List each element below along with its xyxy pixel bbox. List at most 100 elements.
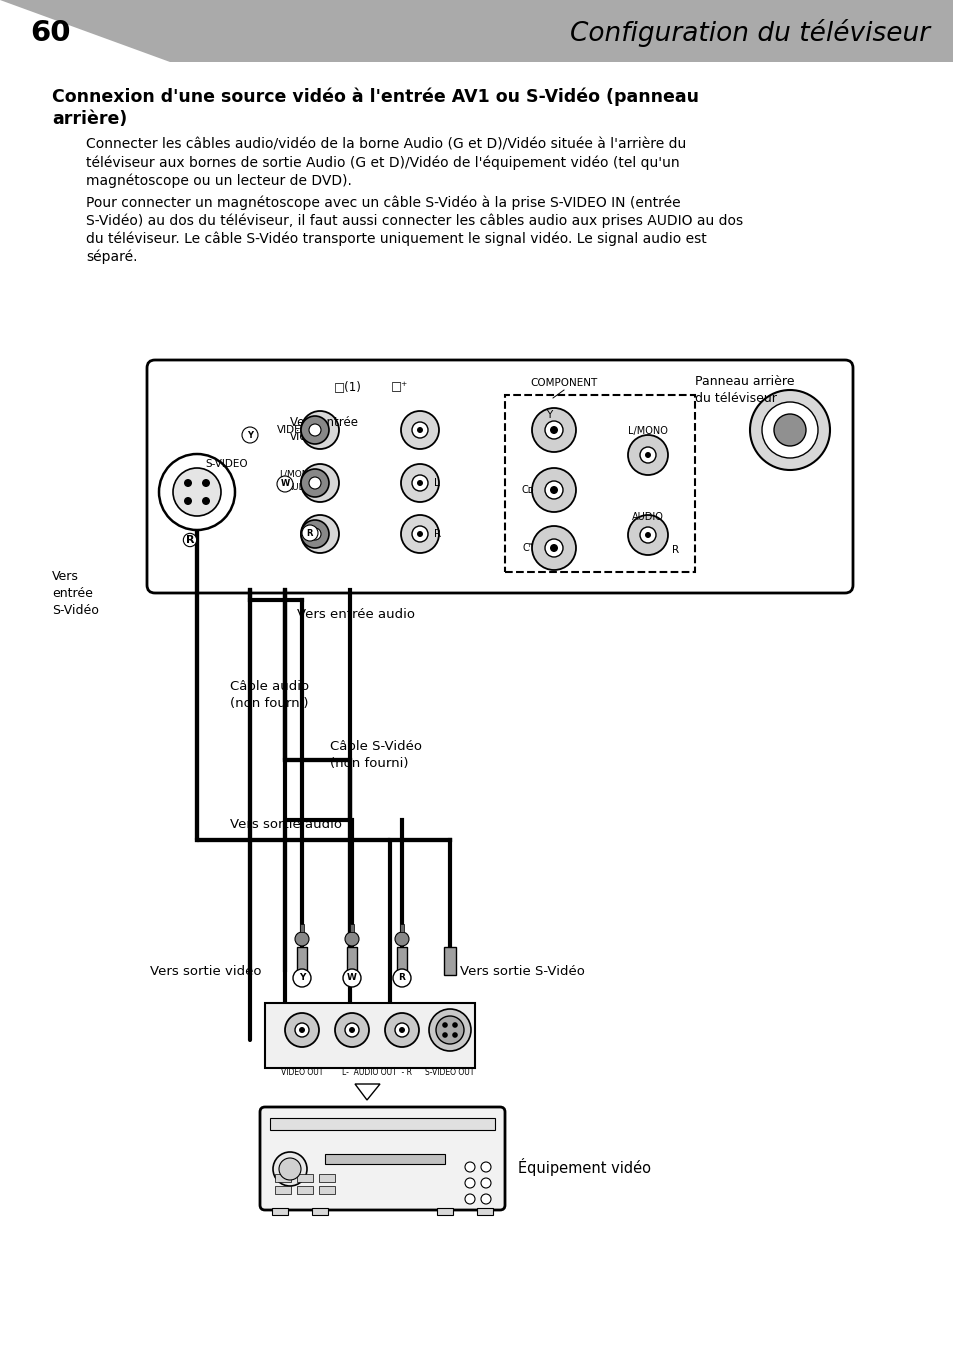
Bar xyxy=(274,1174,291,1182)
Circle shape xyxy=(442,1022,447,1028)
Circle shape xyxy=(644,452,650,458)
Text: Équipement vidéo: Équipement vidéo xyxy=(517,1159,650,1176)
Text: Vers entrée audio: Vers entrée audio xyxy=(296,608,415,621)
Circle shape xyxy=(301,521,329,548)
Text: Y: Y xyxy=(545,410,552,420)
Bar xyxy=(504,395,695,572)
Circle shape xyxy=(480,1194,491,1205)
Circle shape xyxy=(480,1178,491,1188)
Text: S-VIDEO OUT: S-VIDEO OUT xyxy=(425,1068,475,1078)
Text: Connecter les câbles audio/vidéo de la borne Audio (G et D)/Vidéo située à l'arr: Connecter les câbles audio/vidéo de la b… xyxy=(86,138,685,151)
Circle shape xyxy=(276,476,293,492)
Text: AUDIO: AUDIO xyxy=(287,483,315,492)
Circle shape xyxy=(312,526,328,542)
Circle shape xyxy=(309,529,320,539)
Circle shape xyxy=(452,1022,457,1028)
Text: W: W xyxy=(347,973,356,983)
Text: R: R xyxy=(671,545,679,556)
Text: VIDEO: VIDEO xyxy=(276,425,310,435)
Circle shape xyxy=(316,480,323,485)
Circle shape xyxy=(400,464,438,502)
Circle shape xyxy=(749,389,829,470)
Circle shape xyxy=(544,539,562,557)
Circle shape xyxy=(544,481,562,499)
Text: Panneau arrière
du téléviseur: Panneau arrière du téléviseur xyxy=(695,375,794,406)
Bar xyxy=(399,923,403,932)
Circle shape xyxy=(202,479,210,487)
Text: AUDIO: AUDIO xyxy=(632,512,663,522)
Circle shape xyxy=(301,416,329,443)
Circle shape xyxy=(298,1028,305,1033)
Circle shape xyxy=(301,411,338,449)
Bar xyxy=(296,946,307,975)
Text: R: R xyxy=(305,523,312,533)
FancyBboxPatch shape xyxy=(147,360,852,594)
Text: Vers sortie audio: Vers sortie audio xyxy=(230,818,341,831)
Text: Vers sortie vidéo: Vers sortie vidéo xyxy=(150,965,261,977)
Text: Vers sortie S-Vidéo: Vers sortie S-Vidéo xyxy=(459,965,584,977)
Bar xyxy=(265,1003,475,1068)
Circle shape xyxy=(429,1009,471,1051)
Circle shape xyxy=(412,475,428,491)
Text: R: R xyxy=(434,529,440,539)
Bar xyxy=(296,1186,313,1194)
Circle shape xyxy=(773,414,805,446)
Circle shape xyxy=(312,475,328,491)
Bar xyxy=(318,1186,335,1194)
Circle shape xyxy=(627,515,667,556)
Circle shape xyxy=(345,1023,358,1037)
Circle shape xyxy=(385,1013,418,1046)
Circle shape xyxy=(464,1194,475,1205)
Polygon shape xyxy=(355,1084,379,1101)
Circle shape xyxy=(761,402,817,458)
Circle shape xyxy=(436,1015,463,1044)
Circle shape xyxy=(242,427,257,443)
Circle shape xyxy=(627,435,667,475)
Bar xyxy=(318,1174,335,1182)
Circle shape xyxy=(172,468,221,516)
Circle shape xyxy=(316,531,323,537)
Text: □⁺: □⁺ xyxy=(391,380,408,393)
Circle shape xyxy=(416,531,422,537)
Text: téléviseur aux bornes de sortie Audio (G et D)/Vidéo de l'équipement vidéo (tel : téléviseur aux bornes de sortie Audio (G… xyxy=(86,155,679,170)
Circle shape xyxy=(398,1028,405,1033)
Circle shape xyxy=(464,1178,475,1188)
Circle shape xyxy=(395,932,409,946)
Text: COMPONENT: COMPONENT xyxy=(530,379,597,388)
Text: R: R xyxy=(307,529,313,538)
Circle shape xyxy=(442,1032,447,1038)
Circle shape xyxy=(159,454,234,530)
Bar xyxy=(476,1207,493,1215)
Text: Vers entrée: Vers entrée xyxy=(290,416,357,429)
Circle shape xyxy=(345,932,358,946)
Circle shape xyxy=(301,469,329,498)
Circle shape xyxy=(639,527,656,544)
Text: VIDEO OUT: VIDEO OUT xyxy=(280,1068,323,1078)
Bar xyxy=(443,946,456,975)
Circle shape xyxy=(412,526,428,542)
Circle shape xyxy=(416,427,422,433)
Text: S-VIDEO: S-VIDEO xyxy=(205,458,248,469)
Text: □(1): □(1) xyxy=(334,380,361,393)
Text: séparé.: séparé. xyxy=(86,250,137,265)
Circle shape xyxy=(301,515,338,553)
Text: S-Vidéo) au dos du téléviseur, il faut aussi connecter les câbles audio aux pris: S-Vidéo) au dos du téléviseur, il faut a… xyxy=(86,214,742,228)
Text: Pour connecter un magnétoscope avec un câble S-Vidéo à la prise S-VIDEO IN (entr: Pour connecter un magnétoscope avec un c… xyxy=(86,196,679,211)
Text: Y: Y xyxy=(247,430,253,439)
Circle shape xyxy=(544,420,562,439)
Circle shape xyxy=(550,485,558,493)
Circle shape xyxy=(532,408,576,452)
Text: magnétoscope ou un lecteur de DVD).: magnétoscope ou un lecteur de DVD). xyxy=(86,174,352,188)
Circle shape xyxy=(532,526,576,571)
Polygon shape xyxy=(0,0,953,62)
Text: L: L xyxy=(434,479,439,488)
Circle shape xyxy=(273,1152,307,1186)
Circle shape xyxy=(184,479,192,487)
Bar xyxy=(350,923,354,932)
Text: L/MONO: L/MONO xyxy=(279,469,315,479)
Circle shape xyxy=(393,969,411,987)
Circle shape xyxy=(293,969,311,987)
Text: Connexion d'une source vidéo à l'entrée AV1 ou S-Vidéo (panneau: Connexion d'une source vidéo à l'entrée … xyxy=(52,88,699,107)
Circle shape xyxy=(480,1161,491,1172)
Circle shape xyxy=(312,422,328,438)
